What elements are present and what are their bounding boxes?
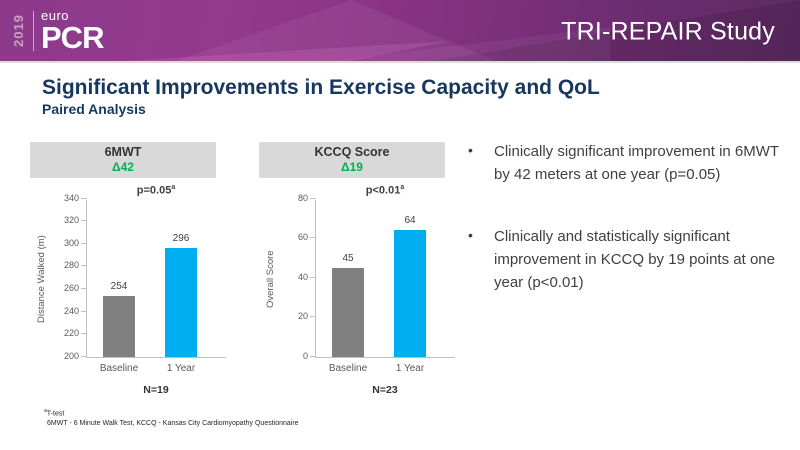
x-axis-category-label: 1 Year: [395, 362, 425, 374]
header-pattern-facet: [120, 41, 450, 61]
p-value-superscript: a: [171, 184, 176, 191]
y-axis-label: Overall Score: [265, 249, 276, 308]
y-axis-tick-label: 260: [63, 282, 79, 293]
y-axis-tick-label: 320: [63, 215, 79, 226]
logo-text: euro PCR: [41, 8, 104, 55]
y-axis-tick-label: 300: [63, 237, 79, 248]
y-axis-tick-mark: [81, 287, 87, 289]
chart-title-box: 6MWT Δ42: [30, 142, 216, 178]
header-pattern-facet: [170, 0, 500, 61]
bar-value-label: 64: [404, 215, 416, 227]
slide-header: 2019 euro PCR TRI-REPAIR Study: [0, 0, 800, 63]
bar-chart-6mwt: Distance Walked (m) 200 220 240 260 280 300 32…: [30, 193, 226, 415]
page-subtitle: Paired Analysis: [42, 101, 146, 117]
x-axis-category-label: Baseline: [99, 362, 139, 374]
y-axis-tick-label: 80: [297, 192, 308, 203]
x-axis-category-label: 1 Year: [166, 362, 196, 374]
y-axis-tick-mark: [310, 197, 316, 199]
y-axis-tick-mark: [81, 355, 87, 357]
p-value-superscript: a: [400, 184, 405, 191]
footnote-superscript: a: [44, 408, 47, 414]
logo-separator: [33, 11, 34, 51]
bar-1-year: [165, 248, 197, 357]
bullet-text: Clinically significant improvement in 6M…: [494, 143, 779, 184]
bar-baseline: [103, 295, 135, 357]
y-axis-tick-mark: [81, 220, 87, 222]
y-axis-tick-label: 200: [63, 350, 79, 361]
plot-area: 200 220 240 260 280 300 320 340 254 Baseline 296 1 …: [64, 193, 226, 374]
bar-value-label: 254: [110, 280, 128, 292]
footnote-line-1: aT-test: [44, 408, 299, 419]
y-axis-tick-mark: [81, 333, 87, 335]
logo-pcr: PCR: [41, 20, 104, 55]
chart-kccq: KCCQ Score Δ19 p<0.01a Overall Score 0 20…: [259, 142, 455, 415]
logo-euro: euro: [41, 8, 70, 23]
y-axis-tick-label: 40: [297, 271, 308, 282]
plot-area: 0 20 40 60 80 45 Baseline 64 1 Year: [298, 193, 455, 374]
sample-size-label: N=19: [143, 383, 169, 396]
bullet-marker: •: [468, 142, 473, 158]
y-axis-tick-mark: [81, 310, 87, 312]
logo-year: 2019: [11, 14, 26, 48]
footnote-text: T-test: [46, 410, 65, 418]
y-axis-tick-mark: [81, 197, 87, 199]
bar-1-year: [394, 230, 426, 357]
chart-title-box: KCCQ Score Δ19: [259, 142, 445, 178]
list-item: • Clinically significant improvement in …: [468, 140, 796, 187]
p-value-text: p<0.01: [365, 184, 401, 197]
y-axis-tick-mark: [81, 242, 87, 244]
chart-title: KCCQ Score: [314, 145, 390, 159]
page-title: Significant Improvements in Exercise Cap…: [42, 76, 600, 99]
study-title: TRI-REPAIR Study: [561, 17, 775, 46]
y-axis-tick-label: 280: [63, 260, 79, 271]
bar-chart-kccq: Overall Score 0 20 40 60 80 45 Baseline 64 1 Yea…: [259, 193, 455, 415]
y-axis-tick-label: 0: [302, 350, 308, 361]
y-axis-tick-mark: [310, 355, 316, 357]
europcr-logo: 2019 euro PCR: [11, 8, 104, 55]
y-axis-tick-mark: [310, 237, 316, 239]
sample-size-label: N=23: [372, 383, 398, 396]
p-value-annotation: p<0.01a: [315, 184, 455, 197]
y-axis-tick-mark: [310, 316, 316, 318]
chart-6mwt: 6MWT Δ42 p=0.05a Distance Walked (m) 200…: [30, 142, 226, 415]
bullet-list: • Clinically significant improvement in …: [468, 140, 796, 294]
y-axis-label: Distance Walked (m): [36, 234, 47, 323]
y-axis-tick-label: 60: [297, 232, 308, 243]
p-value-annotation: p=0.05a: [86, 184, 226, 197]
y-axis-tick-label: 20: [297, 311, 308, 322]
y-axis-tick-label: 340: [63, 192, 79, 203]
p-value-text: p=0.05: [136, 184, 172, 197]
list-item: • Clinically and statistically significa…: [468, 225, 796, 295]
chart-title: 6MWT: [104, 145, 142, 159]
y-axis-tick-label: 240: [63, 305, 79, 316]
bar-value-label: 296: [172, 233, 190, 245]
bullet-text: Clinically and statistically significant…: [494, 227, 775, 292]
chart-delta-label: Δ19: [341, 160, 363, 174]
y-axis-tick-label: 220: [63, 328, 79, 339]
y-axis-tick-mark: [310, 276, 316, 278]
y-axis-tick-mark: [81, 265, 87, 267]
footnote: aT-test 6MWT - 6 Minute Walk Test, KCCQ …: [44, 408, 299, 428]
x-axis-category-label: Baseline: [328, 362, 368, 374]
chart-delta-label: Δ42: [112, 160, 134, 174]
slide-title-block: Significant Improvements in Exercise Cap…: [42, 76, 600, 117]
footnote-line-2: 6MWT - 6 Minute Walk Test, KCCQ - Kansas…: [47, 419, 299, 427]
bar-value-label: 45: [342, 252, 354, 264]
bullet-marker: •: [468, 226, 473, 243]
bar-baseline: [332, 267, 364, 357]
